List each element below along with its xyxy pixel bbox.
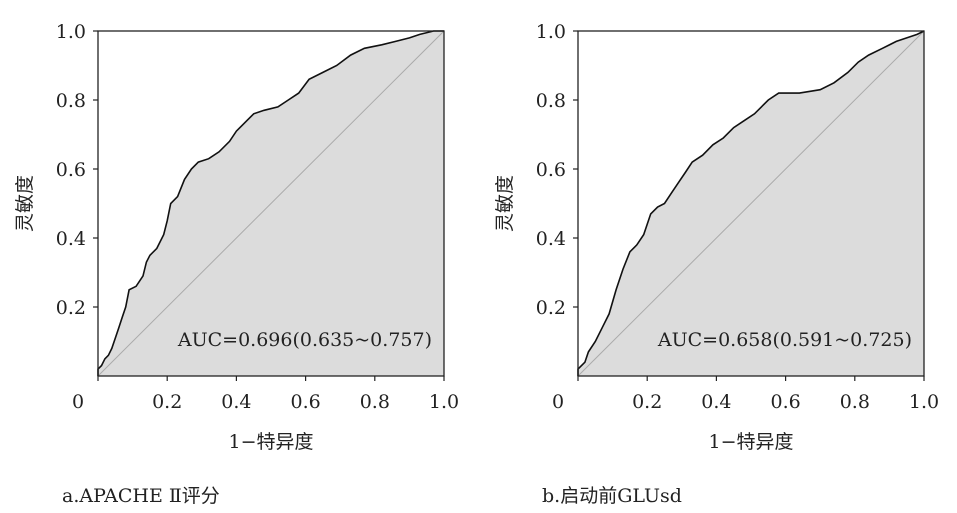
x-tick-label: 0 — [72, 391, 84, 413]
x-axis-ticks: 0 0.2 0.4 0.6 0.8 1.0 — [72, 376, 459, 413]
y-tick-label: 0.8 — [536, 90, 566, 112]
x-tick-label: 0.6 — [290, 391, 320, 413]
x-axis-label: 1−特异度 — [708, 431, 793, 453]
panel-caption: b.启动前GLUsd — [542, 485, 682, 507]
x-tick-label: 1.0 — [429, 391, 459, 413]
y-tick-label: 0.4 — [56, 228, 86, 250]
y-tick-label: 0.4 — [536, 228, 566, 250]
y-tick-label: 0.6 — [56, 159, 86, 181]
x-tick-label: 0.2 — [632, 391, 662, 413]
x-tick-label: 1.0 — [909, 391, 939, 413]
x-axis-ticks: 0 0.2 0.4 0.6 0.8 1.0 — [552, 376, 939, 413]
reference-diagonal — [97, 30, 445, 377]
x-tick-label: 0.8 — [360, 391, 390, 413]
y-tick-label: 1.0 — [56, 21, 86, 43]
plot-frame — [97, 30, 445, 377]
y-tick-label: 0.2 — [536, 297, 566, 319]
reference-diagonal — [577, 30, 925, 377]
auc-annotation: AUC=0.658(0.591~0.725) — [657, 329, 912, 351]
panel-caption: a.APACHE Ⅱ评分 — [62, 485, 220, 507]
x-tick-label: 0.2 — [152, 391, 182, 413]
x-tick-label: 0.6 — [770, 391, 800, 413]
y-tick-label: 1.0 — [536, 21, 566, 43]
x-tick-label: 0.4 — [221, 391, 251, 413]
roc-panel-a: 0 0.2 0.4 0.6 0.8 1.0 0.2 0.4 0.6 0.8 1.0 AUC=0.6… — [14, 21, 459, 507]
y-tick-label: 0.2 — [56, 297, 86, 319]
roc-curve — [577, 30, 925, 376]
y-axis-ticks: 0.2 0.4 0.6 0.8 1.0 — [536, 21, 578, 319]
y-axis-label: 灵敏度 — [14, 175, 36, 232]
roc-curve — [97, 30, 444, 376]
x-axis-label: 1−特异度 — [228, 431, 313, 453]
x-tick-label: 0.8 — [840, 391, 870, 413]
plot-frame — [577, 30, 925, 377]
x-tick-label: 0 — [552, 391, 564, 413]
roc-panel-b: 0 0.2 0.4 0.6 0.8 1.0 0.2 0.4 0.6 0.8 1.0 AUC=0.6… — [494, 21, 939, 507]
y-tick-label: 0.6 — [536, 159, 566, 181]
x-tick-label: 0.4 — [701, 391, 731, 413]
y-axis-label: 灵敏度 — [494, 175, 516, 232]
auc-annotation: AUC=0.696(0.635~0.757) — [177, 329, 432, 351]
y-tick-label: 0.8 — [56, 90, 86, 112]
y-axis-ticks: 0.2 0.4 0.6 0.8 1.0 — [56, 21, 98, 319]
